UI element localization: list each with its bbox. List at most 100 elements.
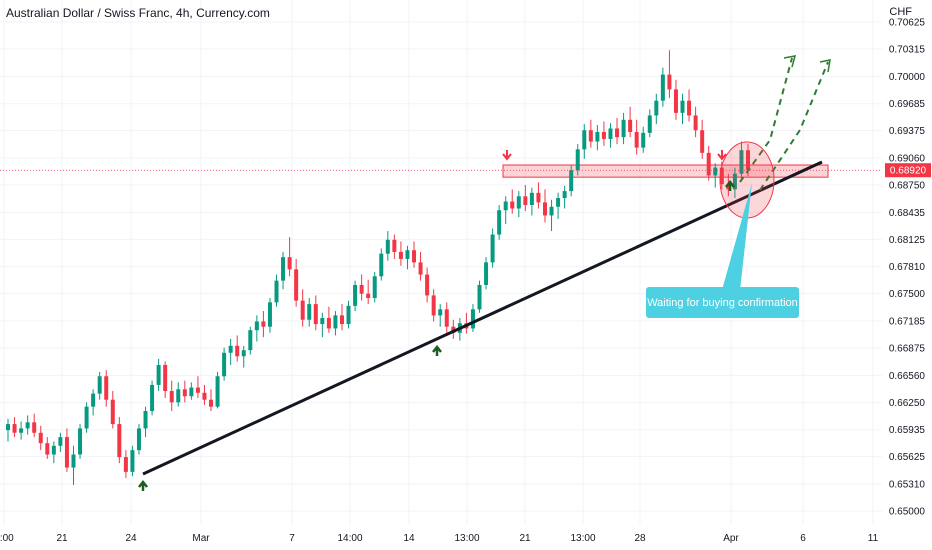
candle-body	[398, 251, 403, 259]
candle-body	[379, 253, 384, 277]
x-tick-label: 21	[56, 533, 68, 544]
candle-body	[64, 437, 69, 468]
candle-body	[104, 376, 109, 400]
candle-body	[726, 184, 731, 190]
candle-body	[143, 411, 148, 429]
candle-body	[405, 250, 410, 259]
x-tick-label: 11	[868, 533, 879, 544]
candle-body	[562, 191, 567, 199]
candle-body	[615, 128, 620, 138]
y-tick-label: 0.66560	[889, 371, 926, 382]
support-trendline	[142, 160, 823, 476]
candle-body	[641, 132, 646, 148]
x-tick-label: 13:00	[454, 533, 479, 544]
candle-body	[25, 422, 30, 429]
candle-body	[647, 115, 652, 133]
y-tick-label: 0.70625	[889, 18, 926, 29]
candle-body	[608, 128, 613, 139]
candle-body	[294, 269, 299, 301]
candle-body	[470, 309, 475, 329]
candle-body	[497, 210, 502, 235]
candle-body	[621, 119, 626, 138]
y-tick-label: 0.70000	[889, 72, 926, 83]
candle-body	[542, 202, 547, 216]
candle-body	[372, 276, 377, 299]
candle-body	[58, 437, 63, 446]
x-tick-label: Apr	[723, 533, 739, 544]
candle-body	[254, 321, 259, 331]
candle-body	[182, 389, 187, 397]
candle-body	[38, 432, 43, 444]
candle-body	[353, 284, 358, 306]
current-price-tag	[885, 163, 931, 178]
x-tick-label: 6	[800, 533, 806, 544]
currency-label: CHF	[889, 6, 912, 18]
candle-body	[523, 196, 528, 205]
candle-body	[84, 406, 89, 429]
chart-title: Australian Dollar / Swiss Franc, 4h, Cur…	[6, 6, 270, 20]
candle-body	[215, 376, 220, 407]
candle-body	[333, 315, 338, 329]
candle-body	[287, 257, 292, 270]
candle-body	[150, 384, 155, 412]
candle-body	[189, 387, 194, 397]
candle-body	[78, 428, 83, 455]
candle-body	[222, 352, 227, 377]
candle-body	[549, 206, 554, 216]
sell-arrow-marker	[502, 150, 512, 161]
candle-body	[71, 454, 76, 468]
candle-body	[248, 330, 253, 351]
current-price-label: 0.68920	[890, 166, 927, 177]
candle-body	[746, 150, 750, 171]
candle-body	[601, 131, 606, 139]
candle-body	[326, 318, 331, 329]
candle-body	[660, 74, 665, 101]
candle-body	[51, 445, 56, 455]
candle-body	[156, 364, 161, 385]
candle-body	[634, 131, 639, 148]
x-tick-label: 4:00	[0, 533, 14, 544]
candle-body	[366, 293, 371, 299]
y-tick-label: 0.65625	[889, 452, 926, 463]
candle-body	[719, 167, 724, 185]
candle-body	[169, 391, 174, 403]
candle-body	[359, 284, 364, 294]
y-tick-label: 0.68125	[889, 235, 926, 246]
y-tick-label: 0.67185	[889, 317, 926, 328]
x-tick-label: 13:00	[570, 533, 595, 544]
overlays: 0.68920	[0, 55, 931, 491]
candle-body	[241, 350, 246, 357]
projection-arrowhead-1	[783, 55, 797, 68]
y-tick-label: 0.66875	[889, 344, 926, 355]
candle-body	[12, 424, 17, 433]
candle-body	[202, 392, 207, 400]
candle-body	[536, 192, 541, 203]
candle-body	[274, 280, 279, 303]
y-tick-label: 0.69685	[889, 99, 926, 110]
candle-body	[228, 345, 233, 353]
candle-body	[490, 234, 495, 263]
candle-body	[425, 274, 430, 296]
annotation-callout: Waiting for buying confirmation	[646, 287, 799, 318]
resistance-zone	[502, 164, 829, 178]
candle-body	[392, 239, 397, 252]
x-tick-label: Mar	[192, 533, 210, 544]
candle-body	[628, 119, 633, 132]
buy-arrow-marker	[138, 479, 148, 491]
y-tick-label: 0.67810	[889, 262, 926, 273]
candle-body	[484, 262, 489, 285]
resistance-zone-box	[502, 164, 829, 178]
candle-body	[575, 149, 580, 171]
y-tick-label: 0.70315	[889, 44, 926, 55]
candle-body	[412, 250, 417, 263]
candle-body	[569, 170, 574, 192]
candle-body	[556, 198, 561, 207]
candle-body	[431, 295, 436, 316]
y-tick-label: 0.67500	[889, 289, 926, 300]
candle-body	[261, 321, 266, 327]
candle-body	[136, 428, 141, 451]
candle-body	[582, 130, 587, 150]
y-tick-label: 0.65935	[889, 425, 926, 436]
candle-body	[320, 318, 325, 325]
candle-body	[346, 305, 351, 325]
